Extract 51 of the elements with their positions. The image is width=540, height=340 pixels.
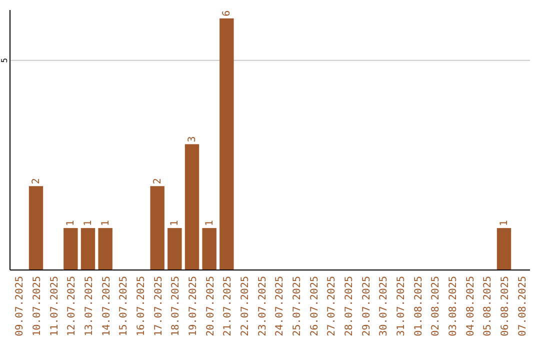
data-label: 2 (152, 178, 164, 184)
x-tick-label: 19.07.2025 (188, 276, 199, 336)
data-label: 1 (170, 220, 181, 226)
x-tick-label: 01.08.2025 (413, 276, 424, 336)
x-tick-label: 27.07.2025 (326, 276, 338, 336)
data-label: 1 (499, 220, 510, 226)
bar (64, 228, 78, 270)
bar (184, 144, 200, 270)
x-tick-label: 31.07.2025 (396, 276, 407, 336)
x-tick-label: 17.07.2025 (153, 276, 164, 336)
bar (28, 186, 44, 270)
x-tick-label: 11.07.2025 (49, 276, 60, 336)
data-label: 3 (187, 136, 198, 142)
x-tick-label: 25.07.2025 (292, 276, 303, 336)
x-tick-label: 09.07.2025 (14, 276, 26, 336)
x-tick-label: 20.07.2025 (205, 276, 216, 336)
y-tick-label: 5 (0, 58, 9, 63)
data-label: 1 (100, 220, 112, 226)
x-tick-label: 03.08.2025 (448, 276, 459, 336)
x-tick-label: 06.08.2025 (500, 276, 511, 336)
x-tick-label: 24.07.2025 (274, 276, 286, 336)
x-tick-label: 22.07.2025 (240, 276, 251, 336)
data-label: 2 (31, 178, 42, 184)
x-tick-label: 10.07.2025 (32, 276, 43, 336)
bar (150, 186, 164, 270)
x-tick-label: 02.08.2025 (430, 276, 442, 336)
bar (98, 228, 112, 270)
x-tick-label: 04.08.2025 (465, 276, 476, 336)
data-label: 1 (204, 220, 216, 226)
bar (80, 228, 96, 270)
x-tick-label: 12.07.2025 (66, 276, 78, 336)
x-tick-label: 29.07.2025 (361, 276, 372, 336)
x-tick-label: 15.07.2025 (118, 276, 130, 336)
data-label: 1 (83, 220, 94, 226)
bar (168, 228, 182, 270)
data-label: 6 (222, 10, 233, 16)
x-tick-label: 07.08.2025 (517, 276, 528, 336)
x-tick-label: 23.07.2025 (257, 276, 268, 336)
data-label: 1 (66, 220, 77, 226)
x-tick-label: 26.07.2025 (309, 276, 320, 336)
x-tick-label: 30.07.2025 (378, 276, 390, 336)
bar (220, 18, 234, 270)
x-tick-label: 18.07.2025 (170, 276, 182, 336)
bar (496, 228, 512, 270)
x-tick-label: 21.07.2025 (222, 276, 234, 336)
x-tick-label: 16.07.2025 (136, 276, 147, 336)
x-tick-label: 13.07.2025 (84, 276, 95, 336)
x-tick-label: 05.08.2025 (482, 276, 494, 336)
bar (202, 228, 216, 270)
x-tick-label: 14.07.2025 (101, 276, 112, 336)
x-tick-label: 28.07.2025 (344, 276, 355, 336)
